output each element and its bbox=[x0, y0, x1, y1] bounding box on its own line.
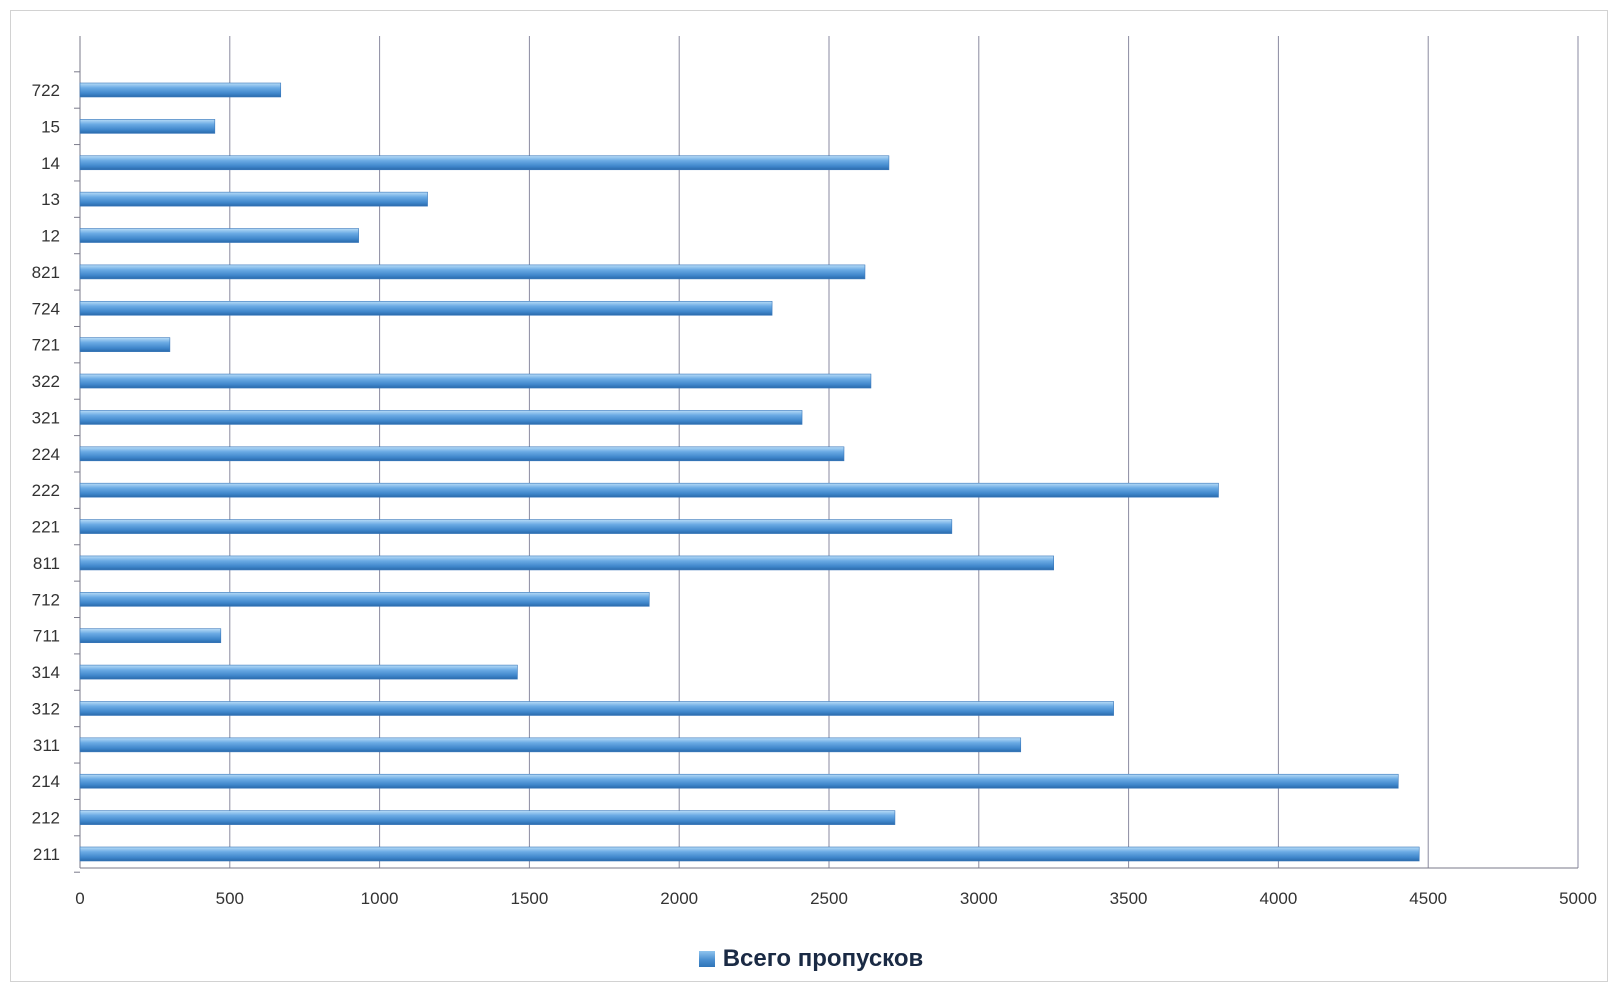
x-tick-label: 0 bbox=[75, 889, 84, 908]
bar-12[interactable] bbox=[79, 228, 359, 243]
y-tick-label: 224 bbox=[32, 445, 60, 464]
y-tick-label: 214 bbox=[32, 772, 60, 791]
bar-314[interactable] bbox=[79, 664, 518, 680]
y-tick-label: 211 bbox=[33, 845, 60, 864]
bar-821[interactable] bbox=[79, 264, 866, 280]
y-tick-label: 13 bbox=[41, 190, 60, 209]
bar-311[interactable] bbox=[79, 737, 1022, 753]
y-tick-label: 12 bbox=[41, 227, 60, 246]
bar-212[interactable] bbox=[79, 810, 896, 825]
y-tick-label: 721 bbox=[32, 336, 60, 355]
y-tick-label: 821 bbox=[32, 263, 60, 282]
y-tick-label: 811 bbox=[33, 554, 60, 573]
x-tick-label: 4500 bbox=[1409, 889, 1447, 908]
y-tick-label: 222 bbox=[32, 481, 60, 500]
y-tick-label: 15 bbox=[41, 117, 60, 136]
x-tick-label: 500 bbox=[216, 889, 244, 908]
legend: Всего пропусков bbox=[0, 942, 1622, 976]
y-tick-label: 311 bbox=[33, 736, 60, 755]
x-tick-label: 1000 bbox=[361, 889, 399, 908]
y-tick-label: 722 bbox=[32, 81, 60, 100]
bar-721[interactable] bbox=[79, 337, 171, 352]
y-tick-label: 221 bbox=[32, 518, 60, 537]
y-tick-label: 711 bbox=[33, 627, 60, 646]
bar-14[interactable] bbox=[79, 155, 890, 171]
legend-swatch bbox=[698, 951, 715, 967]
x-tick-label: 5000 bbox=[1559, 889, 1597, 908]
category-labels: 211 212 214 311 312 314 711 712 811 221 222 224 321 3… bbox=[32, 81, 60, 864]
y-tick-label: 321 bbox=[32, 408, 60, 427]
bar-221[interactable] bbox=[79, 519, 953, 534]
bar-711[interactable] bbox=[79, 628, 222, 644]
legend-label: Всего пропусков bbox=[722, 945, 924, 972]
y-tick-label: 314 bbox=[32, 663, 60, 682]
bar-722[interactable] bbox=[79, 82, 282, 98]
y-tick-label: 212 bbox=[32, 809, 60, 828]
bars bbox=[79, 82, 1420, 862]
y-tick-label: 14 bbox=[41, 154, 60, 173]
value-tick-labels: 0 500 1000 1500 2000 2500 3000 3500 4000 4500 5000 bbox=[75, 889, 1597, 908]
bar-322[interactable] bbox=[79, 373, 872, 389]
bar-214[interactable] bbox=[79, 773, 1399, 789]
x-tick-label: 2000 bbox=[660, 889, 698, 908]
bar-811[interactable] bbox=[79, 555, 1055, 571]
bar-724[interactable] bbox=[79, 300, 773, 316]
y-tick-label: 724 bbox=[32, 299, 60, 318]
y-tick-label: 322 bbox=[32, 372, 60, 391]
bar-712[interactable] bbox=[79, 592, 650, 607]
bar-312[interactable] bbox=[79, 701, 1114, 716]
legend-item[interactable]: Всего пропусков bbox=[698, 945, 924, 973]
x-tick-label: 3500 bbox=[1110, 889, 1148, 908]
bar-224[interactable] bbox=[79, 446, 845, 462]
gridlines bbox=[229, 36, 1579, 868]
bar-13[interactable] bbox=[79, 191, 428, 207]
bar-321[interactable] bbox=[79, 410, 803, 425]
y-tick-label: 712 bbox=[32, 590, 60, 609]
x-tick-label: 1500 bbox=[510, 889, 548, 908]
bar-222[interactable] bbox=[79, 482, 1219, 498]
y-tick-label: 312 bbox=[32, 699, 60, 718]
bar-211[interactable] bbox=[79, 846, 1420, 862]
x-tick-label: 2500 bbox=[810, 889, 848, 908]
x-tick-label: 4000 bbox=[1259, 889, 1297, 908]
x-tick-label: 3000 bbox=[960, 889, 998, 908]
bar-15[interactable] bbox=[79, 119, 216, 134]
